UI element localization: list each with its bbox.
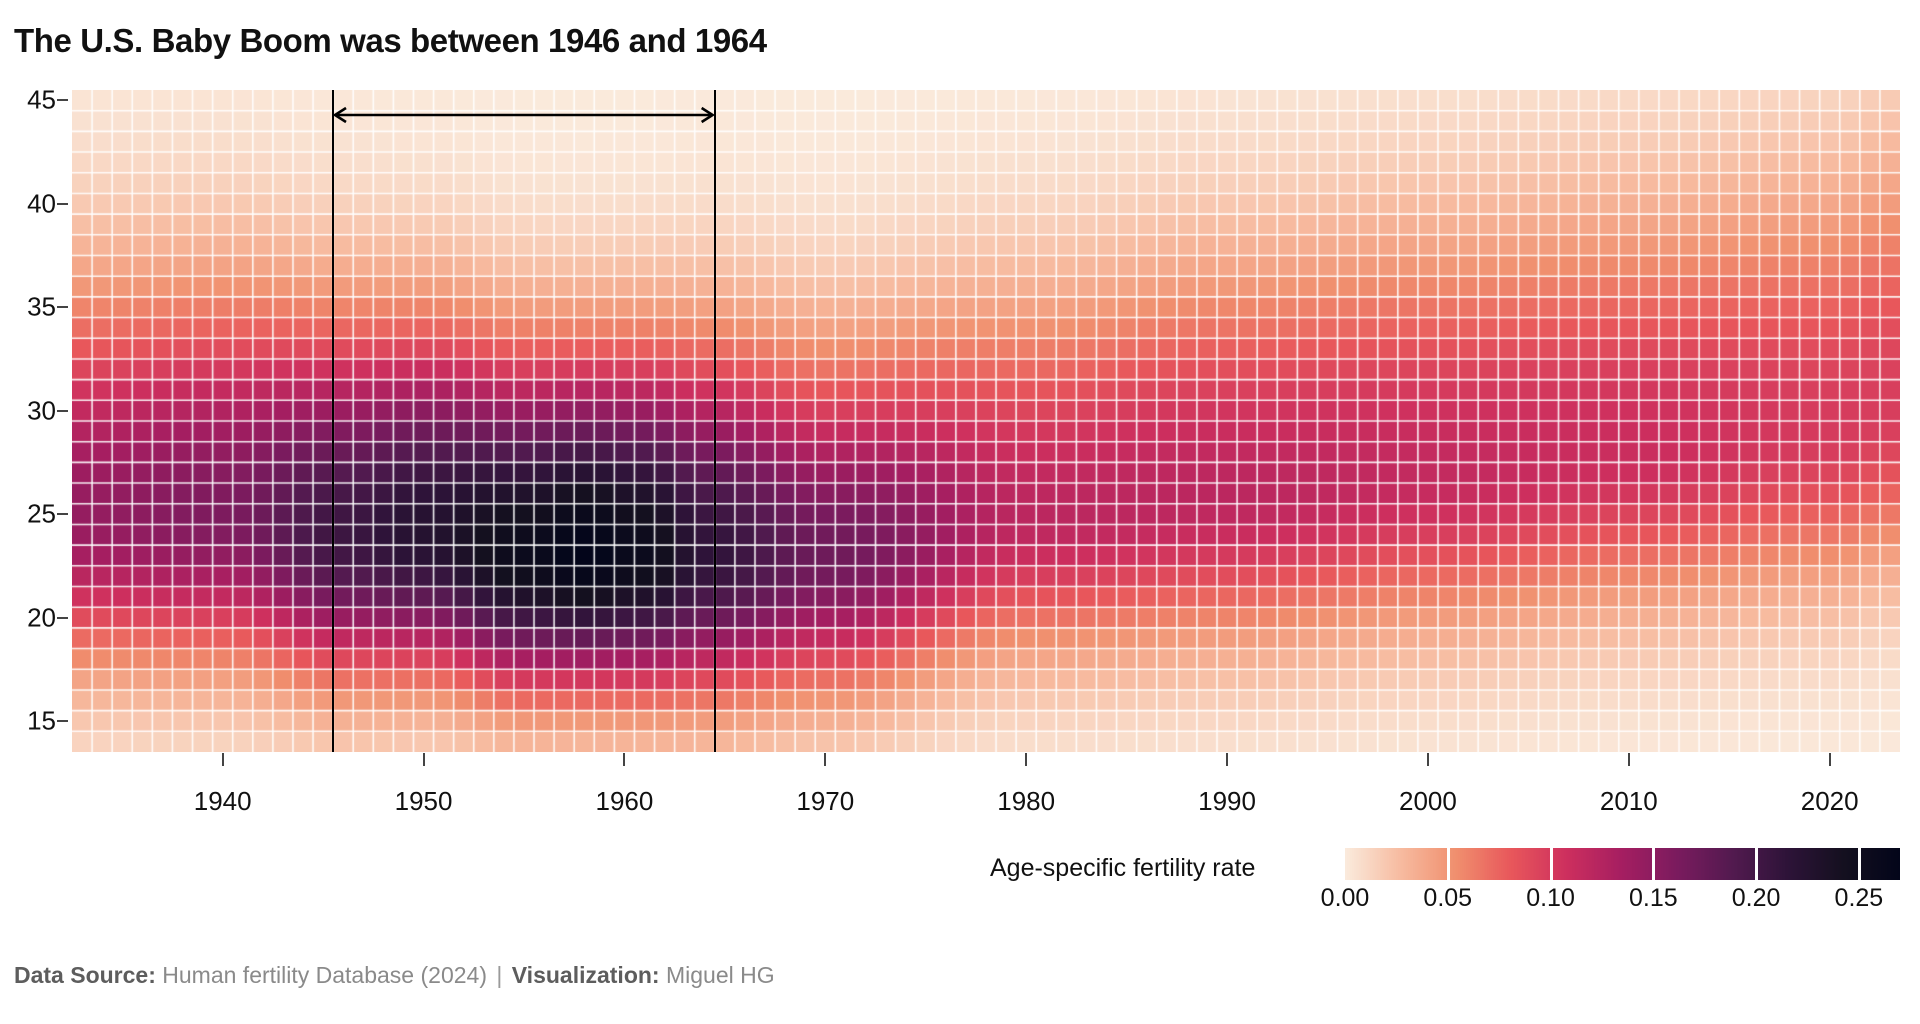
y-tick-mark bbox=[57, 719, 68, 722]
footer-credits: Data Source: Human fertility Database (2… bbox=[14, 962, 775, 989]
x-tick-mark bbox=[1025, 753, 1028, 766]
x-tick-mark bbox=[1226, 753, 1229, 766]
y-tick-mark bbox=[57, 616, 68, 619]
x-tick-mark bbox=[824, 753, 827, 766]
y-tick-label-45: 45 bbox=[27, 84, 56, 115]
colorbar-separator bbox=[1857, 848, 1861, 880]
y-tick-label-40: 40 bbox=[27, 188, 56, 219]
colorbar-gradient bbox=[1345, 848, 1900, 880]
colorbar-tick-label-0.15: 0.15 bbox=[1628, 884, 1678, 912]
footer-viz-label: Visualization: bbox=[511, 962, 660, 988]
heatmap-canvas bbox=[72, 90, 1900, 752]
footer-source-label: Data Source: bbox=[14, 962, 156, 988]
colorbar-legend: Age-specific fertility rate 0.00 0.05 0.10… bbox=[990, 848, 1900, 912]
x-tick-mark bbox=[221, 753, 224, 766]
colorbar-tick-label-0.00: 0.00 bbox=[1320, 884, 1370, 912]
x-tick-mark bbox=[422, 753, 425, 766]
heatmap-plot-area bbox=[72, 90, 1900, 752]
y-tick-label-30: 30 bbox=[27, 395, 56, 426]
y-tick-label-25: 25 bbox=[27, 498, 56, 529]
colorbar-separator bbox=[1446, 848, 1450, 880]
colorbar-tick-label-0.20: 0.20 bbox=[1731, 884, 1781, 912]
x-tick-label-2010: 2010 bbox=[1599, 786, 1658, 816]
x-tick-mark bbox=[623, 753, 626, 766]
y-tick-mark bbox=[57, 99, 68, 102]
footer-separator: | bbox=[496, 962, 503, 988]
x-tick-label-2000: 2000 bbox=[1399, 786, 1457, 816]
x-tick-mark bbox=[1828, 753, 1831, 766]
page-title: The U.S. Baby Boom was between 1946 and … bbox=[14, 22, 767, 59]
x-tick-label-1950: 1950 bbox=[394, 786, 453, 816]
x-tick-label-1990: 1990 bbox=[1198, 786, 1256, 816]
x-tick-label-2020: 2020 bbox=[1800, 786, 1859, 816]
x-tick-mark bbox=[1426, 753, 1429, 766]
colorbar-separator bbox=[1755, 848, 1759, 880]
y-tick-mark bbox=[57, 202, 68, 205]
y-tick-label-35: 35 bbox=[27, 291, 56, 322]
colorbar-tick-label-0.10: 0.10 bbox=[1526, 884, 1575, 912]
colorbar-title: Age-specific fertility rate bbox=[990, 854, 1256, 882]
y-tick-label-20: 20 bbox=[27, 602, 56, 633]
colorbar-canvas bbox=[1345, 848, 1900, 880]
colorbar-tick-label-0.25: 0.25 bbox=[1834, 884, 1884, 912]
colorbar-separator bbox=[1549, 848, 1553, 880]
x-tick-mark bbox=[1627, 753, 1630, 766]
y-tick-label-15: 15 bbox=[27, 705, 56, 736]
x-tick-label-1940: 1940 bbox=[193, 786, 252, 816]
footer-source-value: Human fertility Database (2024) bbox=[162, 962, 487, 988]
baby-boom-end-line bbox=[713, 90, 716, 752]
y-tick-mark bbox=[57, 409, 68, 412]
y-tick-mark bbox=[57, 513, 68, 516]
baby-boom-start-line bbox=[332, 90, 335, 752]
x-tick-label-1980: 1980 bbox=[997, 786, 1056, 816]
footer-viz-value: Miguel HG bbox=[665, 962, 775, 988]
x-tick-label-1970: 1970 bbox=[796, 786, 855, 816]
colorbar-separator bbox=[1652, 848, 1656, 880]
colorbar-tick-label-0.05: 0.05 bbox=[1423, 884, 1473, 912]
y-tick-mark bbox=[57, 306, 68, 309]
x-tick-label-1960: 1960 bbox=[595, 786, 654, 816]
